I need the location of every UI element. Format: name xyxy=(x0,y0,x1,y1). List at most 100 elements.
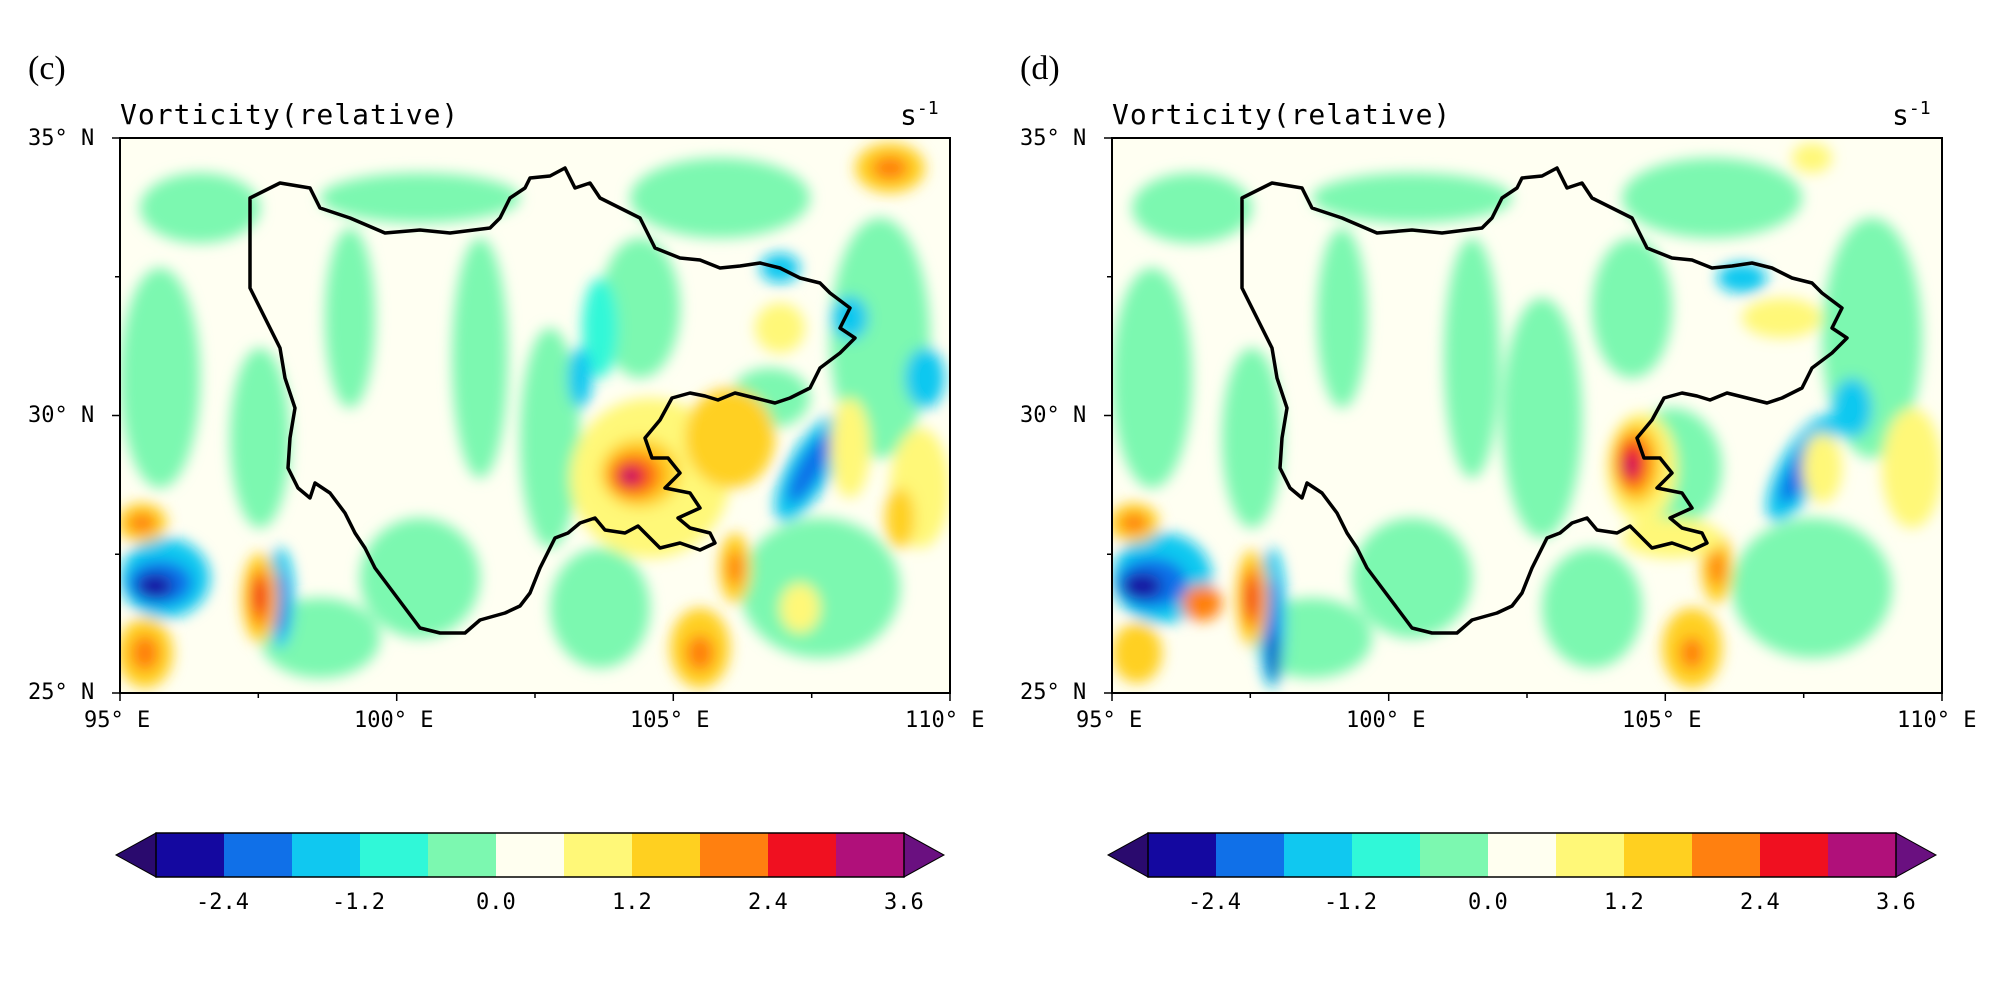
contour-region xyxy=(1317,228,1367,408)
contour-region xyxy=(1592,238,1672,378)
lon-tick-label: 95° E xyxy=(1076,708,1143,733)
colorbar-label: -2.4 xyxy=(196,890,249,915)
contour-region xyxy=(128,513,156,533)
plot-title: Vorticity(relative) xyxy=(1112,98,1452,131)
contour-region xyxy=(1222,348,1282,528)
contour-region xyxy=(360,518,480,638)
colorbar-label: 3.6 xyxy=(884,890,924,915)
contour-region xyxy=(740,518,900,658)
contour-region xyxy=(885,488,915,548)
sichuan-boundary xyxy=(248,166,857,635)
contour-region xyxy=(140,173,260,243)
contour-region xyxy=(1709,550,1725,586)
colorbar-swatch xyxy=(564,833,632,877)
plot-title: Vorticity(relative) xyxy=(120,98,460,131)
contour-region xyxy=(1717,263,1767,293)
colorbar-swatch xyxy=(360,833,428,877)
lat-tick-label: 25° N xyxy=(1020,680,1087,705)
lon-tick-label: 110° E xyxy=(1897,708,1977,733)
colorbar-min-arrow xyxy=(1106,832,1149,878)
vorticity-field xyxy=(120,143,950,688)
contour-region xyxy=(1122,573,1162,599)
colorbar-swatch xyxy=(1556,833,1624,877)
contour-region xyxy=(872,156,908,180)
contour-region xyxy=(1444,238,1500,478)
contour-region xyxy=(622,469,638,483)
contour-region xyxy=(1132,173,1252,243)
colorbar-swatch xyxy=(292,833,360,877)
colorbar-max-arrow xyxy=(1895,832,1938,878)
contour-region xyxy=(137,574,173,598)
contour-region xyxy=(1742,298,1822,338)
axis-ticks xyxy=(1104,137,1943,701)
colorbar xyxy=(114,832,946,878)
colorbar-label: 0.0 xyxy=(1468,890,1508,915)
contour-region xyxy=(1247,578,1257,618)
contour-region xyxy=(1680,637,1704,669)
lon-tick-label: 110° E xyxy=(905,708,985,733)
contour-region xyxy=(727,550,743,586)
lon-tick-label: 105° E xyxy=(630,708,710,733)
lon-tick-label: 100° E xyxy=(354,708,434,733)
contour-region xyxy=(1732,518,1892,658)
panel-c: (c) Vorticity(relative) s-1 xyxy=(28,50,985,915)
colorbar-swatch xyxy=(1488,833,1556,877)
colorbar xyxy=(1106,832,1938,878)
units-label: s-1 xyxy=(1892,98,1931,131)
colorbar-swatch xyxy=(768,833,836,877)
colorbar-label: 1.2 xyxy=(1604,890,1644,915)
contour-region xyxy=(582,278,618,378)
colorbar-label: 1.2 xyxy=(612,890,652,915)
panel-label: (d) xyxy=(1020,50,1060,87)
colorbar-swatch xyxy=(1148,833,1216,877)
colorbar-swatch xyxy=(1420,833,1488,877)
colorbar-label: 0.0 xyxy=(476,890,516,915)
contour-region xyxy=(1270,633,1278,683)
units-base: s xyxy=(1892,98,1909,132)
vorticity-map xyxy=(1104,137,1943,701)
units-exponent: -1 xyxy=(1908,98,1931,119)
colorbar-label: 2.4 xyxy=(1740,890,1780,915)
lat-tick-label: 30° N xyxy=(28,403,95,428)
contour-region xyxy=(1832,378,1872,438)
contour-region xyxy=(686,635,714,671)
colorbar-swatch xyxy=(1352,833,1420,877)
colorbar-frame xyxy=(155,832,905,878)
contour-region xyxy=(568,348,592,408)
panel-d: (d) Vorticity(relative) s-1 xyxy=(992,0,1992,1000)
colorbar-max-arrow xyxy=(903,832,946,878)
sichuan-boundary xyxy=(1240,166,1849,635)
contour-region xyxy=(905,348,945,408)
contour-region xyxy=(1625,457,1635,475)
contour-region xyxy=(1622,158,1802,238)
colorbar-swatch xyxy=(496,833,564,877)
lat-tick-label: 25° N xyxy=(28,680,95,705)
contour-region xyxy=(230,348,290,528)
contour-region xyxy=(320,173,520,223)
contour-region xyxy=(1622,518,1722,558)
vorticity-field xyxy=(1112,143,1942,688)
contour-region xyxy=(1502,298,1582,538)
colorbar-label: 3.6 xyxy=(1876,890,1916,915)
colorbar-min-arrow xyxy=(114,832,157,878)
contour-region xyxy=(520,328,580,548)
colorbar-swatch xyxy=(1828,833,1896,877)
lat-tick-label: 30° N xyxy=(1020,403,1087,428)
colorbar-swatch xyxy=(632,833,700,877)
contour-region xyxy=(131,635,159,671)
units-label: s-1 xyxy=(900,98,939,131)
colorbar-swatch xyxy=(156,833,224,877)
contour-region xyxy=(1802,433,1842,503)
contour-region xyxy=(830,218,930,458)
contour-region xyxy=(1112,268,1192,488)
contour-region xyxy=(830,398,870,498)
lat-tick-label: 35° N xyxy=(28,126,95,151)
contour-region xyxy=(787,432,833,504)
contour-region xyxy=(1542,548,1642,668)
contour-region xyxy=(755,303,805,353)
contour-region xyxy=(1312,173,1512,223)
units-exponent: -1 xyxy=(916,98,939,119)
contour-region xyxy=(325,228,375,408)
contour-region xyxy=(254,578,266,614)
contour-region xyxy=(685,388,775,488)
